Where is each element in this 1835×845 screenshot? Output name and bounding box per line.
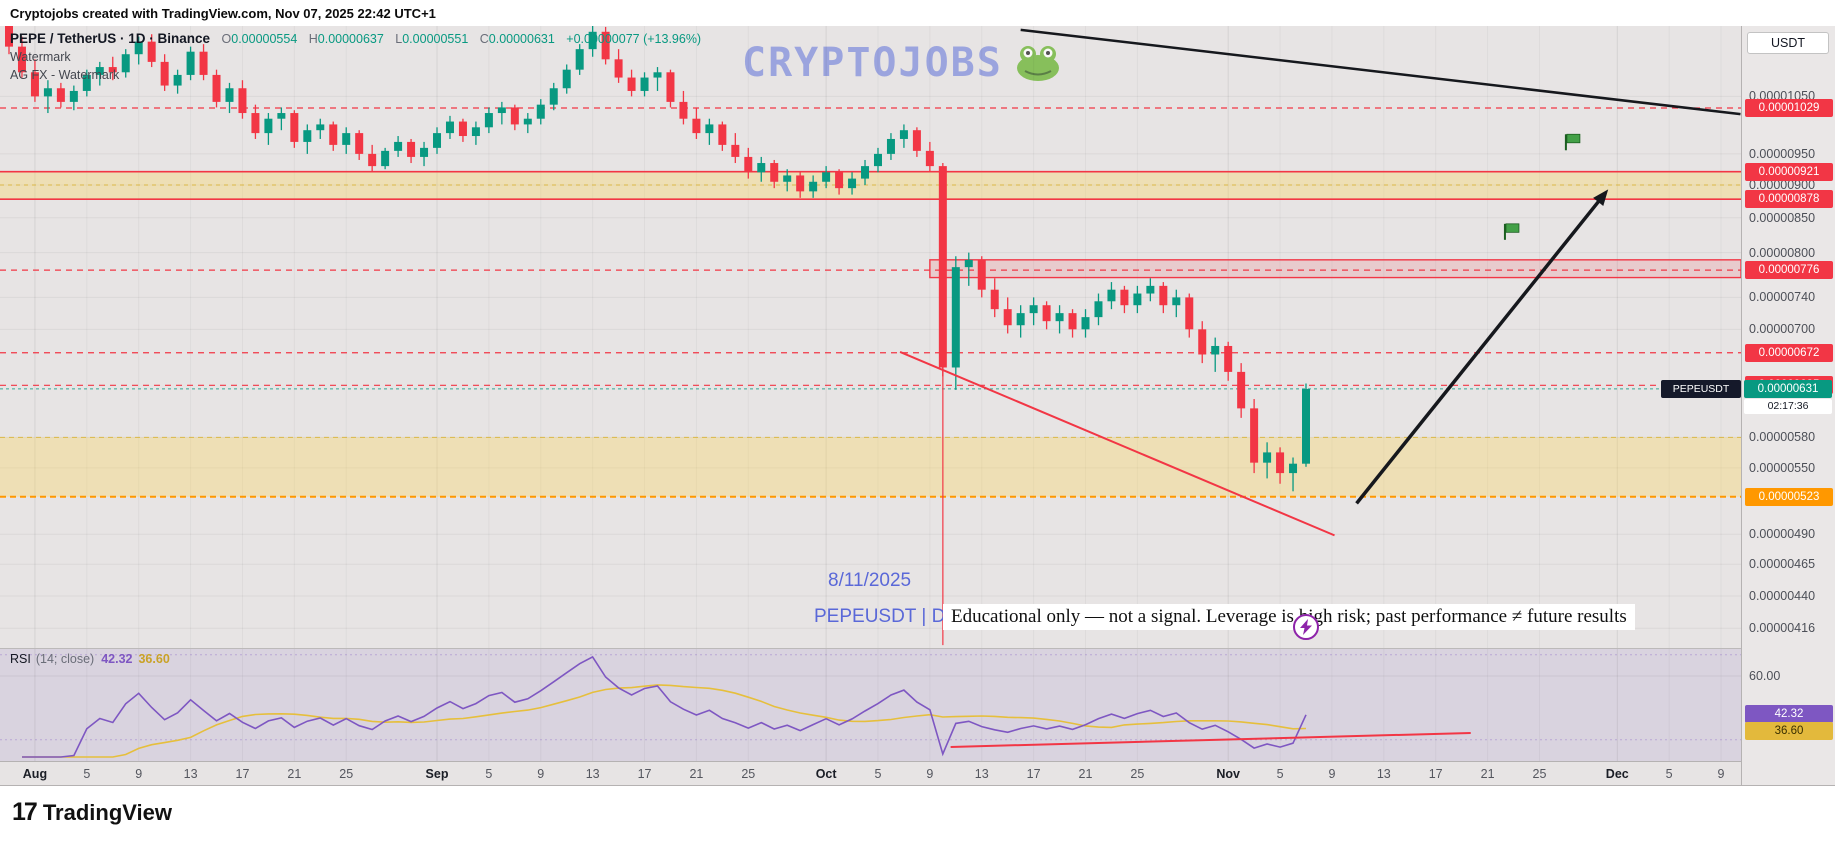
brand-watermark: CRYPTOJOBS [742, 40, 1061, 86]
price-label: 0.00000416 [1749, 621, 1816, 636]
current-price-badge: 0.00000631 [1744, 379, 1832, 398]
rsi-value-badge: 36.60 [1745, 721, 1833, 740]
lightning-icon[interactable] [1293, 613, 1319, 640]
price-level-badge: 0.00000878 [1745, 190, 1833, 209]
open-value: 0.00000554 [231, 32, 298, 46]
time-label-month: Oct [815, 767, 837, 781]
time-label-day: 9 [135, 767, 143, 781]
price-label: 0.00000800 [1749, 245, 1816, 260]
time-label-day: 13 [1376, 767, 1391, 781]
time-label-month: Dec [1605, 767, 1629, 781]
time-label-month: Aug [22, 767, 48, 781]
symbol-title[interactable]: PEPE / TetherUS · 1D · Binance [10, 31, 211, 46]
price-label: 0.00000490 [1749, 527, 1816, 542]
tradingview-logo-mark: 17 [12, 798, 38, 826]
time-label-day: 5 [485, 767, 493, 781]
tradingview-logo[interactable]: 17 TradingView [12, 798, 172, 827]
time-label-month: Sep [425, 767, 449, 781]
symbol-legend[interactable]: PEPE / TetherUS · 1D · Binance O0.000005… [10, 30, 701, 84]
time-label-day: 13 [183, 767, 198, 781]
disclaimer-text: Educational only — not a signal. Leverag… [943, 604, 1635, 630]
rsi-value-badge: 42.32 [1745, 704, 1833, 723]
time-label-day: 25 [1130, 767, 1145, 781]
price-label: 0.00000850 [1749, 210, 1816, 225]
current-symbol-tag: PEPEUSDT [1661, 379, 1741, 398]
time-label-day: 13 [585, 767, 600, 781]
price-label: 0.00000900 [1749, 177, 1816, 192]
date-annotation[interactable]: 8/11/2025 [828, 570, 912, 591]
time-label-day: 17 [1428, 767, 1443, 781]
rsi-params: (14; close) [35, 652, 95, 666]
price-label: 0.00000950 [1749, 146, 1816, 161]
bar-countdown: 02:17:36 [1744, 398, 1832, 414]
footer: 17 TradingView [0, 785, 1835, 845]
time-label-day: 17 [637, 767, 652, 781]
screenshot-caption: Cryptojobs created with TradingView.com,… [0, 0, 1835, 26]
time-label-day: 9 [1717, 767, 1725, 781]
low-label: L [395, 32, 403, 46]
price-level-badge: 0.00000921 [1745, 162, 1833, 181]
close-value: 0.00000631 [488, 32, 555, 46]
pane-divider[interactable] [0, 648, 1835, 649]
time-label-day: 17 [235, 767, 250, 781]
currency-toggle-button[interactable]: USDT [1747, 32, 1829, 54]
time-label-day: 21 [1480, 767, 1495, 781]
time-label-day: 25 [741, 767, 756, 781]
rsi-value: 42.32 [101, 652, 133, 666]
time-label-day: 5 [874, 767, 882, 781]
high-value: 0.00000637 [317, 32, 384, 46]
rsi-ma-value: 36.60 [138, 652, 170, 666]
time-label-day: 21 [287, 767, 302, 781]
time-label-day: 5 [1665, 767, 1673, 781]
price-level-badge: 0.00000776 [1745, 261, 1833, 280]
symbol-annotation[interactable]: PEPEUSDT | D [814, 606, 946, 627]
price-label: 0.00000700 [1749, 322, 1816, 337]
indicator-title-2[interactable]: AG FX - Watermark [10, 68, 120, 82]
price-level-badge: 0.00000523 [1745, 487, 1833, 506]
time-label-month: Nov [1216, 767, 1240, 781]
price-label: 0.00000740 [1749, 290, 1816, 305]
price-label: 0.00000465 [1749, 557, 1816, 572]
frog-icon [1016, 46, 1059, 81]
open-label: O [221, 32, 232, 46]
time-label-day: 9 [1328, 767, 1336, 781]
price-label: 0.00000580 [1749, 430, 1816, 445]
rsi-title[interactable]: RSI [10, 652, 31, 666]
price-level-badge: 0.00001029 [1745, 99, 1833, 117]
time-label-day: 21 [1078, 767, 1093, 781]
high-label: H [308, 32, 318, 46]
rsi-pane-background [0, 648, 1741, 761]
rsi-axis-label: 60.00 [1749, 669, 1781, 683]
time-label-day: 9 [537, 767, 545, 781]
change-value: +0.00000077 (+13.96%) [566, 32, 702, 46]
tradingview-brand-text: TradingView [42, 799, 172, 825]
indicator-title-1[interactable]: Watermark [10, 50, 71, 64]
price-label: 0.00000440 [1749, 589, 1816, 604]
time-label-day: 5 [83, 767, 91, 781]
close-label: C [479, 32, 489, 46]
time-label-day: 9 [926, 767, 934, 781]
price-label: 0.00000550 [1749, 460, 1816, 475]
time-label-day: 13 [974, 767, 989, 781]
time-label-day: 17 [1026, 767, 1041, 781]
time-label-day: 5 [1276, 767, 1284, 781]
rsi-indicator-legend[interactable]: RSI (14; close) 42.32 36.60 [10, 652, 170, 666]
watermark-text: CRYPTOJOBS [742, 40, 1003, 86]
time-label-day: 25 [1532, 767, 1547, 781]
time-label-day: 21 [689, 767, 704, 781]
low-value: 0.00000551 [402, 32, 469, 46]
time-label-day: 25 [339, 767, 354, 781]
price-level-badge: 0.00000672 [1745, 343, 1833, 362]
legend-row-main[interactable]: PEPE / TetherUS · 1D · Binance O0.000005… [10, 30, 701, 48]
time-axis[interactable]: Aug 5 9 13 17 21 25 Sep 5 9 13 17 21 25 Oct 5 9 13 17 21 25 N… [0, 761, 1741, 785]
